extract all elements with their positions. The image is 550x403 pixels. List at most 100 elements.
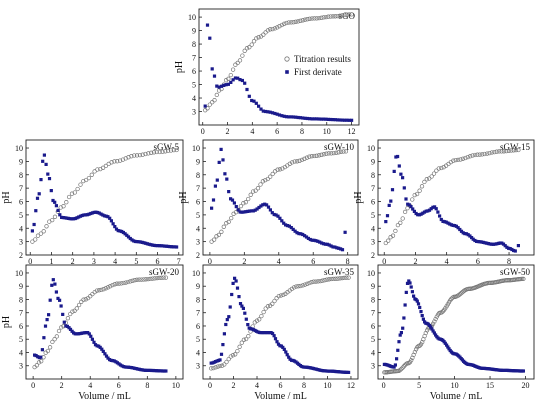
titration-point xyxy=(233,352,238,357)
titration-point xyxy=(275,167,280,172)
y-tick-label: 3 xyxy=(196,238,200,247)
derivative-point xyxy=(454,224,458,228)
derivative-point xyxy=(323,242,327,246)
titration-point xyxy=(330,14,336,19)
titration-point xyxy=(346,275,351,280)
derivative-point xyxy=(164,369,168,373)
titration-point xyxy=(400,216,405,221)
titration-point xyxy=(336,150,341,155)
derivative-point xyxy=(266,205,271,209)
derivative-point xyxy=(285,353,289,357)
derivative-point xyxy=(271,111,275,115)
derivative-point xyxy=(101,349,105,353)
titration-point xyxy=(302,17,308,22)
titration-point xyxy=(521,276,526,282)
derivative-point xyxy=(175,245,179,249)
titration-point xyxy=(340,13,345,18)
derivative-point xyxy=(250,98,254,103)
titration-point xyxy=(132,278,137,283)
derivative-point xyxy=(431,329,435,333)
titration-point xyxy=(316,153,322,158)
derivative-point xyxy=(392,169,396,173)
y-tick-label: 8 xyxy=(196,295,200,304)
titration-point xyxy=(52,337,57,342)
titration-point xyxy=(307,154,312,159)
derivative-point xyxy=(251,209,255,213)
titration-point xyxy=(256,35,261,40)
derivative-point xyxy=(404,197,408,201)
titration-point xyxy=(148,276,153,282)
derivative-point xyxy=(325,242,329,246)
titration-point xyxy=(233,210,239,215)
panel-sgw-5: 0 1 2 3 4 5 6 7 2 3 4 5 6 7 8 9 10 sGW-5 pH xyxy=(1,139,184,266)
derivative-point xyxy=(94,210,98,214)
titration-point xyxy=(455,157,461,163)
derivative-point xyxy=(104,214,108,218)
derivative-point xyxy=(326,117,330,121)
derivative-point xyxy=(249,209,253,213)
titration-point xyxy=(157,275,162,281)
derivative-point xyxy=(84,213,88,217)
titration-point xyxy=(248,192,253,197)
titration-point xyxy=(344,275,349,280)
derivative-point xyxy=(394,155,398,159)
derivative-point xyxy=(287,224,291,228)
y-tick-label: 5 xyxy=(371,335,375,344)
x-tick-label: 6 xyxy=(275,127,279,136)
derivative-point xyxy=(125,233,129,237)
titration-point xyxy=(268,27,273,32)
y-tick-label: 8 xyxy=(192,40,196,49)
derivative-point xyxy=(78,214,83,218)
derivative-point xyxy=(444,220,448,224)
derivative-point xyxy=(319,117,323,121)
titration-point xyxy=(293,19,298,24)
panel-sgw-50: 0 5 10 15 20 3 4 5 6 7 8 9 10 sGW-50 Volume / mL xyxy=(367,264,535,402)
derivative-point xyxy=(234,205,238,209)
titration-point xyxy=(134,277,140,282)
x-tick-label: 12 xyxy=(347,381,355,390)
x-tick-label: 0 xyxy=(382,257,386,266)
titration-point xyxy=(465,154,470,160)
y-tick-label: 4 xyxy=(196,224,200,233)
derivative-point xyxy=(429,325,433,329)
derivative-point xyxy=(310,238,314,242)
derivative-point xyxy=(282,347,286,351)
y-tick-label: 3 xyxy=(371,362,375,371)
derivative-point xyxy=(36,355,40,359)
y-tick-label: 10 xyxy=(188,13,196,22)
titration-point xyxy=(276,293,281,299)
derivative-point xyxy=(237,295,241,299)
titration-point xyxy=(47,345,53,350)
titration-point xyxy=(209,366,214,371)
titration-point xyxy=(119,281,124,286)
titration-point xyxy=(261,32,266,37)
titration-point xyxy=(36,360,42,365)
titration-point xyxy=(226,356,231,362)
derivative-point xyxy=(310,117,314,121)
derivative-point xyxy=(240,304,244,308)
derivative-point xyxy=(65,216,69,220)
derivative-point xyxy=(412,294,416,298)
titration-point xyxy=(38,231,44,236)
derivative-point xyxy=(350,118,354,122)
titration-point xyxy=(334,150,339,155)
y-tick-label: 10 xyxy=(192,144,200,153)
derivative-point xyxy=(268,110,272,114)
derivative-point xyxy=(486,242,490,246)
titration-point xyxy=(412,349,418,355)
derivative-point xyxy=(392,365,396,369)
titration-point xyxy=(99,287,104,293)
derivative-point xyxy=(244,317,248,321)
derivative-point xyxy=(114,227,119,231)
derivative-point xyxy=(403,303,407,307)
titration-point xyxy=(401,364,407,369)
derivative-point xyxy=(39,178,43,182)
titration-point xyxy=(513,147,519,153)
y-tick-label: 4 xyxy=(192,94,196,103)
y-tick-label: 6 xyxy=(19,198,23,207)
titration-point xyxy=(344,12,350,17)
panel-title: sGW-50 xyxy=(500,267,530,277)
derivative-point xyxy=(213,184,217,188)
x-tick-label: 0 xyxy=(31,381,35,390)
titration-point xyxy=(331,150,336,156)
